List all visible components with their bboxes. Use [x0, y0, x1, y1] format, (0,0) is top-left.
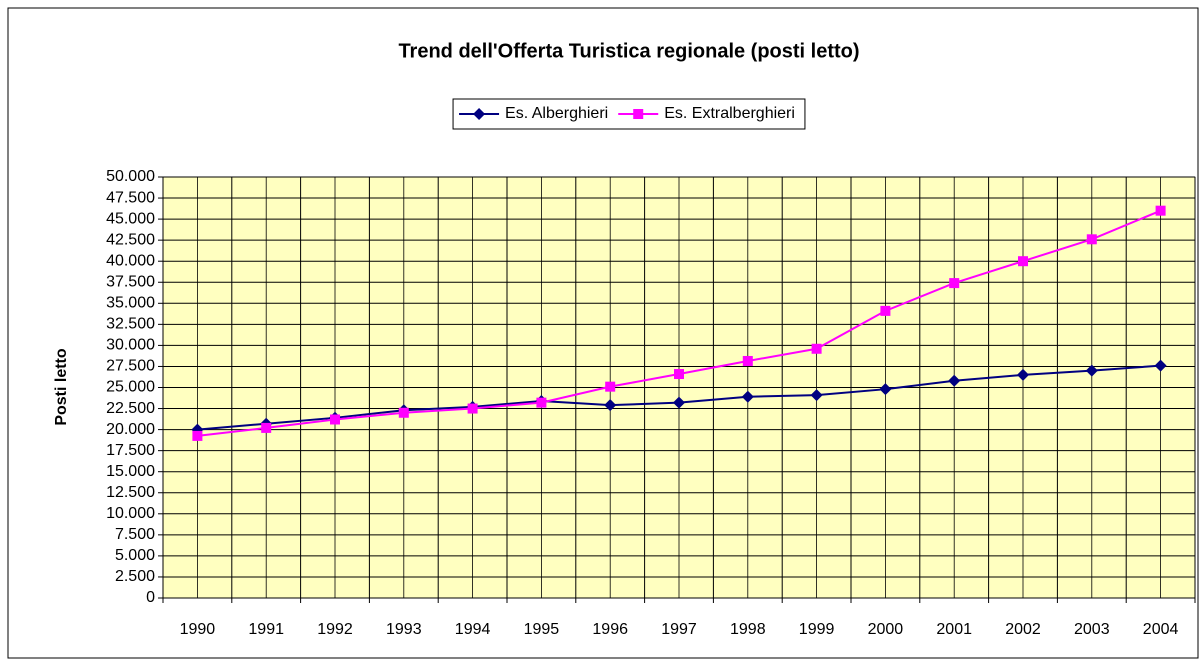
point — [673, 396, 685, 409]
y-tick-label: 0 — [146, 589, 155, 606]
chart-title: Trend dell'Offerta Turistica regionale (… — [398, 40, 859, 62]
legend-marker — [473, 108, 486, 120]
x-tick-label: 1992 — [317, 621, 353, 638]
x-tick-label: 2003 — [1074, 621, 1110, 638]
point — [880, 305, 891, 316]
x-tick-label: 2000 — [868, 621, 904, 638]
y-tick-label: 17.500 — [106, 442, 155, 459]
y-tick-label: 20.000 — [106, 421, 155, 438]
point — [1086, 234, 1097, 245]
point — [741, 390, 754, 403]
legend-label: Es. Alberghieri — [505, 105, 608, 122]
y-tick-label: 15.000 — [106, 463, 155, 480]
y-tick-label: 5.000 — [115, 547, 155, 564]
x-tick-label: 1999 — [799, 621, 835, 638]
point — [605, 381, 616, 392]
point — [948, 374, 961, 387]
y-axis-label: Posti letto — [53, 348, 70, 426]
y-tick-label: 50.000 — [106, 168, 155, 185]
point — [330, 414, 340, 425]
y-tick-label: 2.500 — [115, 568, 155, 585]
point — [810, 389, 823, 402]
point — [1018, 256, 1028, 267]
x-tick-label: 2004 — [1143, 621, 1179, 638]
x-tick-label: 1993 — [386, 621, 422, 638]
point — [811, 343, 822, 354]
y-tick-label: 12.500 — [106, 484, 155, 501]
y-tick-label: 37.500 — [106, 273, 155, 290]
point — [742, 355, 753, 366]
legend-label: Es. Extralberghieri — [664, 105, 795, 122]
y-tick-label: 27.500 — [106, 358, 155, 375]
y-tick-label: 10.000 — [106, 505, 155, 522]
y-tick-label: 40.000 — [106, 252, 155, 269]
x-tick-label: 2002 — [1005, 621, 1041, 638]
point — [1155, 205, 1166, 216]
x-tick-label: 1990 — [180, 621, 216, 638]
y-tick-label: 30.000 — [106, 337, 155, 354]
point — [536, 397, 547, 408]
x-tick-label: 2001 — [936, 621, 972, 638]
point — [1017, 368, 1029, 381]
legend-marker — [633, 109, 644, 119]
x-tick-label: 1994 — [455, 621, 491, 638]
x-tick-label: 1998 — [730, 621, 766, 638]
point — [1154, 359, 1167, 372]
point — [467, 403, 478, 414]
x-tick-label: 1996 — [592, 621, 628, 638]
legend: Es. Alberghieri Es. Extralberghieri — [452, 98, 806, 130]
y-tick-label: 7.500 — [115, 526, 155, 543]
y-tick-label: 47.500 — [106, 189, 155, 206]
y-tick-label: 42.500 — [106, 231, 155, 248]
y-tick-label: 22.500 — [106, 400, 155, 417]
point — [398, 407, 409, 418]
y-tick-label: 25.000 — [106, 379, 155, 396]
point — [604, 399, 617, 412]
point — [192, 430, 203, 441]
y-tick-label: 32.500 — [106, 316, 155, 333]
x-tick-label: 1997 — [661, 621, 697, 638]
x-tick-label: 1995 — [524, 621, 560, 638]
point — [674, 369, 684, 380]
point — [949, 278, 960, 289]
y-tick-label: 35.000 — [106, 295, 155, 312]
point — [879, 383, 892, 396]
y-tick-label: 45.000 — [106, 210, 155, 227]
point — [261, 422, 272, 433]
point — [1085, 364, 1098, 377]
x-tick-label: 1991 — [248, 621, 284, 638]
